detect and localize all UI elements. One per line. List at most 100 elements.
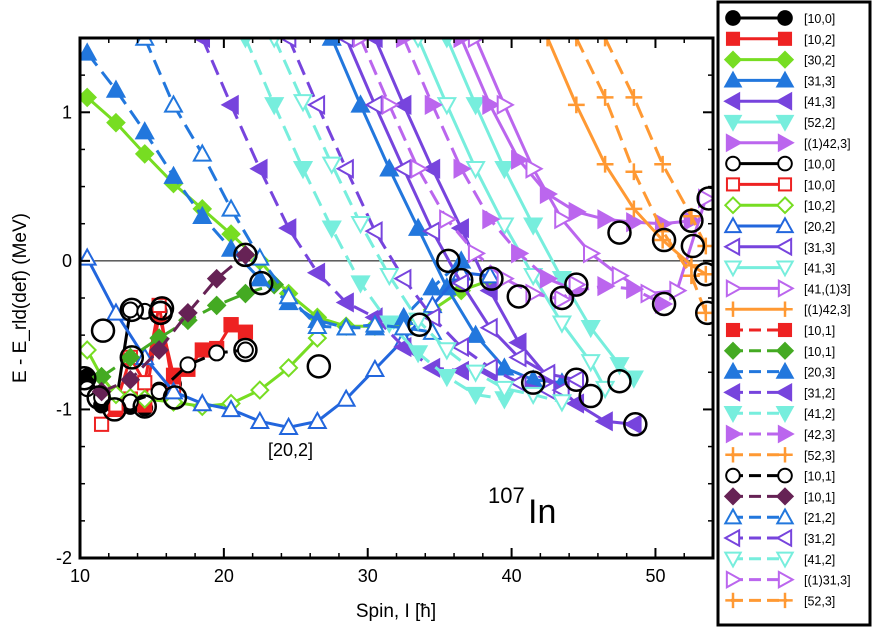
data-point: [292, 161, 314, 180]
data-point: [381, 94, 400, 115]
data-point: [422, 357, 441, 378]
data-point: [436, 369, 457, 388]
legend-marker-start: [725, 279, 743, 298]
data-point: [335, 158, 354, 179]
data-point: [178, 303, 198, 323]
data-point: [537, 363, 556, 384]
series-line: [373, 38, 635, 426]
data-point: [379, 315, 400, 334]
y-tick-label: -2: [56, 548, 72, 568]
data-point: [482, 94, 501, 115]
data-point: [410, 158, 429, 179]
circled-state: [564, 367, 589, 392]
legend-marker-start: [723, 383, 741, 402]
nucleus-element: In: [528, 493, 556, 531]
nucleus-label: 107 In: [488, 483, 556, 531]
legend-marker-end: [775, 361, 795, 379]
legend-entry: [41,3]: [723, 91, 835, 111]
circled-state: [119, 345, 145, 370]
data-point: [307, 410, 328, 430]
data-point: [393, 268, 412, 289]
data-point: [422, 307, 441, 328]
legend-marker-end: [775, 528, 793, 548]
data-point: [220, 94, 239, 115]
circled-state: [233, 242, 258, 268]
legend-label: [41,2]: [804, 553, 835, 567]
data-point: [525, 158, 544, 179]
legend-label: [30,2]: [804, 54, 835, 68]
data-point: [582, 243, 602, 264]
legend-marker-end: [777, 279, 795, 298]
legend-entry: [10,0]: [725, 155, 835, 172]
data-point: [465, 97, 486, 116]
circled-state: [696, 186, 713, 211]
data-point: [465, 386, 486, 406]
legend-marker-end: [775, 196, 795, 215]
legend-entry: [41,3]: [723, 260, 835, 278]
data-point: [163, 165, 184, 184]
data-point: [611, 265, 630, 286]
legend-entry: [52,2]: [723, 114, 835, 132]
data-point: [80, 42, 98, 61]
data-point: [235, 283, 256, 304]
legend-label: [20,2]: [804, 220, 835, 234]
series-line: [129, 348, 246, 404]
circled-state: [607, 368, 632, 394]
legend-entry: [10,0]: [725, 10, 835, 26]
legend-entry: [10,1]: [725, 467, 835, 484]
series-11: [335, 38, 585, 390]
data-point: [594, 411, 613, 432]
legend-marker-start: [725, 570, 743, 589]
legend-marker-end: [777, 570, 795, 589]
circled-state: [407, 312, 432, 337]
legend-marker-end: [775, 487, 795, 506]
legend-marker-start: [723, 196, 743, 215]
data-point: [697, 304, 713, 322]
legend-marker-start: [725, 10, 741, 26]
data-point: [134, 121, 155, 140]
data-point: [149, 340, 169, 360]
legend-marker-start: [725, 592, 741, 609]
data-point: [194, 342, 210, 358]
circled-state: [607, 220, 632, 245]
legend-label: [10,1]: [804, 490, 835, 504]
circled-state: [119, 297, 145, 323]
data-point: [105, 79, 127, 98]
axes-layer: 10 20 30 40 50 -2 -1 0 1: [56, 37, 714, 586]
circled-state: [693, 261, 713, 287]
nucleus-mass: 107: [488, 483, 525, 508]
legend-marker-end: [775, 237, 793, 257]
legend-entry: [31,2]: [723, 528, 835, 548]
data-point: [249, 410, 270, 430]
series-22: [121, 341, 254, 411]
legend-entry: [52,3]: [725, 447, 835, 463]
legend-marker-end: [775, 50, 795, 69]
circled-state: [679, 208, 704, 233]
series-19: [239, 38, 515, 410]
legend-label: [10,2]: [804, 33, 835, 47]
circled-state: [90, 318, 116, 343]
legend-marker-end: [777, 10, 793, 26]
data-point: [393, 94, 412, 115]
data-point: [192, 393, 213, 412]
data-point: [379, 158, 400, 177]
data-point: [554, 289, 573, 310]
legend-entry: [41,2]: [723, 551, 835, 569]
legend-label: [31,2]: [804, 386, 835, 400]
data-point: [465, 161, 486, 180]
series-20: [395, 38, 674, 315]
y-tick-label: 0: [62, 251, 72, 271]
legend-label: [41,(1)3]: [804, 282, 851, 296]
data-point: [278, 218, 297, 239]
data-point: [697, 237, 713, 255]
legend-marker-end: [775, 383, 793, 402]
series-18: [191, 38, 498, 383]
legend-marker-end: [775, 91, 793, 111]
legend-entry: [41,2]: [723, 406, 835, 423]
data-point: [350, 215, 371, 235]
data-point: [523, 267, 544, 287]
legend-entry: [10,1]: [723, 341, 835, 360]
legend-label: [31,3]: [804, 74, 835, 88]
legend-label: [31,3]: [804, 241, 835, 255]
y-axis-label: E - E_rld(def) (MeV): [10, 213, 31, 383]
